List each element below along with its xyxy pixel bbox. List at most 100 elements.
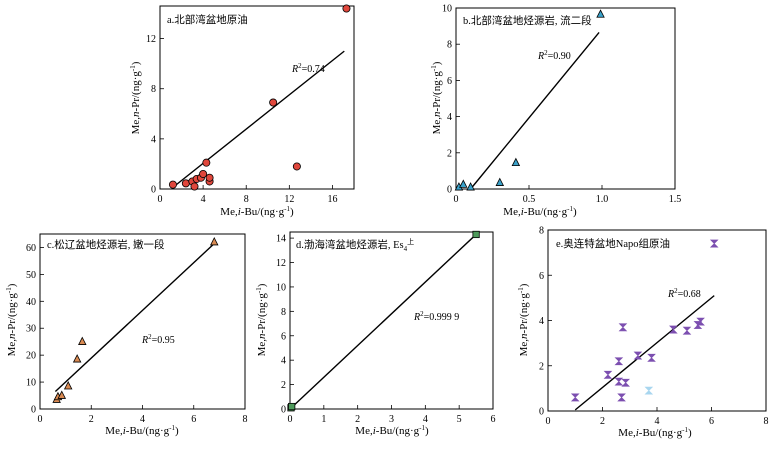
x-axis-label: Me,i-Bu/(ng·g-1) bbox=[220, 205, 294, 218]
x-tick-label: 8 bbox=[244, 194, 249, 205]
y-tick-label: 4 bbox=[539, 316, 544, 327]
y-tick-labels: 0 4 8 12 bbox=[146, 34, 164, 196]
data-point bbox=[647, 353, 656, 362]
panel-c: c.松辽盆地烃源岩, 嫩一段 R2=0.95 0 2 4 6 8 0 10 20 30 40 50… bbox=[5, 233, 248, 437]
x-tick-label: 8 bbox=[243, 414, 248, 425]
x-tick-label: 1.0 bbox=[596, 194, 609, 205]
plot-frame bbox=[159, 5, 355, 190]
x-tick-label: 4 bbox=[423, 414, 428, 425]
x-tick-label: 6 bbox=[709, 416, 714, 427]
x-axis-label: Me,i-Bu/(ng·g-1) bbox=[503, 205, 577, 218]
data-point bbox=[618, 323, 628, 332]
panel-e: e.奥连特盆地Napo组原油 R2=0.68 0 2 4 6 8 0 2 4 6 8 Me,i-… bbox=[517, 226, 769, 440]
y-tick-label: 12 bbox=[276, 258, 286, 269]
y-axis-label: Me,n-Pr/(ng·g-1) bbox=[5, 283, 18, 356]
plot-layer bbox=[287, 230, 480, 412]
data-point bbox=[205, 173, 214, 182]
plot-frame bbox=[289, 231, 494, 410]
data-point bbox=[57, 390, 67, 399]
data-point bbox=[269, 98, 278, 107]
data-point bbox=[614, 377, 624, 386]
y-tick-label: 12 bbox=[146, 34, 156, 45]
data-point bbox=[209, 236, 219, 246]
y-axis-label: Me,n-Pr/(ng·g-1) bbox=[430, 61, 443, 134]
panel-title: a.北部湾盆地原油 bbox=[167, 13, 248, 26]
y-tick-labels: 0 2 4 6 8 10 12 14 bbox=[276, 234, 294, 416]
y-tick-label: 8 bbox=[447, 40, 452, 51]
data-point bbox=[570, 393, 580, 402]
plot-layer bbox=[454, 9, 605, 191]
y-tick-label: 0 bbox=[31, 405, 36, 416]
data-point bbox=[466, 182, 475, 191]
panel-b: b.北部湾盆地烃源岩, 流二段 R2=0.90 0 0.5 1.0 1.5 0 2 4 6 8… bbox=[430, 4, 681, 219]
data-point bbox=[709, 239, 719, 248]
x-tick-label: 3 bbox=[389, 414, 394, 425]
data-point bbox=[168, 180, 177, 189]
x-tick-label: 0 bbox=[288, 414, 293, 425]
y-tick-labels: 0 10 20 30 40 50 60 bbox=[26, 243, 44, 416]
x-axis-label: Me,i-Bu/(ng·g-1) bbox=[105, 424, 179, 437]
x-tick-label: 6 bbox=[191, 414, 196, 425]
y-tick-label: 6 bbox=[539, 271, 544, 282]
data-point bbox=[495, 177, 505, 186]
y-tick-label: 0 bbox=[447, 185, 452, 196]
panel-a: a.北部湾盆地原油 R2=0.74 0 4 8 12 16 0 4 8 12 Me,i-Bu/… bbox=[129, 4, 355, 218]
x-tick-label: 0 bbox=[158, 194, 163, 205]
x-tick-label: 2 bbox=[355, 414, 360, 425]
panel-title: d.渤海湾盆地烃源岩, Es4上 bbox=[296, 237, 414, 253]
x-tick-labels: 0 1 2 3 4 5 6 bbox=[288, 405, 496, 425]
y-tick-label: 2 bbox=[281, 380, 286, 391]
y-tick-label: 2 bbox=[539, 361, 544, 372]
x-tick-label: 6 bbox=[491, 414, 496, 425]
data-point bbox=[199, 169, 208, 178]
data-point bbox=[202, 158, 211, 167]
plot-frame bbox=[455, 7, 676, 190]
y-tick-label: 20 bbox=[26, 351, 36, 362]
x-tick-label: 4 bbox=[655, 416, 660, 427]
r-squared-label: R2=0.95 bbox=[141, 333, 175, 346]
plot-frame bbox=[547, 229, 767, 412]
y-tick-label: 4 bbox=[281, 356, 286, 367]
y-tick-label: 6 bbox=[447, 76, 452, 87]
x-tick-label: 4 bbox=[140, 414, 145, 425]
data-point bbox=[472, 230, 480, 239]
data-point bbox=[633, 351, 643, 360]
x-tick-label: 16 bbox=[327, 194, 337, 205]
plot-layer bbox=[570, 239, 719, 411]
data-point bbox=[511, 157, 521, 167]
y-tick-label: 4 bbox=[447, 112, 452, 123]
panel-title: c.松辽盆地烃源岩, 嫩一段 bbox=[47, 238, 165, 251]
r-squared-label: R2=0.90 bbox=[537, 49, 571, 62]
x-axis-label: Me,i-Bu/(ng·g-1) bbox=[355, 424, 429, 437]
y-axis-label: Me,n-Pr/(ng·g-1) bbox=[517, 283, 530, 356]
panel-title: b.北部湾盆地烃源岩, 流二段 bbox=[463, 14, 592, 27]
y-tick-label: 40 bbox=[26, 297, 36, 308]
y-tick-label: 50 bbox=[26, 270, 36, 281]
y-tick-label: 30 bbox=[26, 324, 36, 335]
y-tick-labels: 0 2 4 6 8 10 bbox=[442, 4, 460, 196]
x-tick-label: 2 bbox=[89, 414, 94, 425]
x-tick-labels: 0 2 4 6 8 bbox=[38, 405, 248, 425]
r-squared-label: R2=0.999 9 bbox=[413, 310, 459, 323]
data-point bbox=[342, 4, 351, 13]
x-axis-label: Me,i-Bu/(ng·g-1) bbox=[618, 426, 692, 439]
data-point bbox=[190, 182, 199, 191]
data-point bbox=[72, 354, 82, 363]
y-tick-label: 0 bbox=[151, 185, 156, 196]
y-axis-label: Me,n-Pr/(ng·g-1) bbox=[129, 61, 142, 134]
panel-d: d.渤海湾盆地烃源岩, Es4上 R2=0.999 9 0 1 2 3 4 5 6 0 2 4 6… bbox=[255, 230, 496, 437]
plot-frame bbox=[39, 233, 246, 410]
y-tick-label: 60 bbox=[26, 243, 36, 254]
data-point bbox=[617, 393, 626, 402]
x-tick-label: 5 bbox=[457, 414, 462, 425]
x-tick-label: 0 bbox=[546, 416, 551, 427]
y-tick-label: 10 bbox=[442, 4, 452, 15]
y-tick-label: 10 bbox=[276, 282, 286, 293]
x-tick-label: 1 bbox=[321, 414, 326, 425]
regression-line bbox=[470, 31, 600, 190]
plot-layer bbox=[168, 4, 351, 191]
y-tick-label: 14 bbox=[276, 234, 286, 245]
r-squared-label: R2=0.74 bbox=[291, 62, 325, 75]
y-tick-label: 8 bbox=[151, 84, 156, 95]
x-tick-labels: 0 4 8 12 16 bbox=[158, 185, 337, 205]
